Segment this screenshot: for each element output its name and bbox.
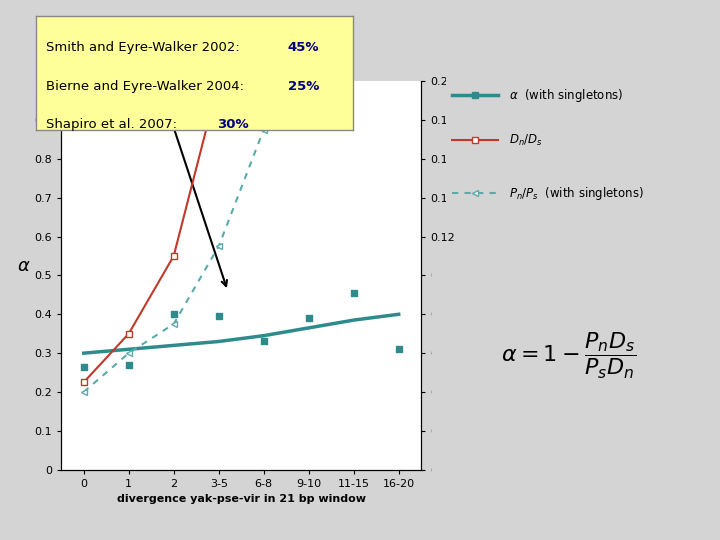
Text: Bierne and Eyre-Walker 2004:: Bierne and Eyre-Walker 2004: [45,80,248,93]
Point [303,314,315,322]
Text: Smith and Eyre-Walker 2002:: Smith and Eyre-Walker 2002: [45,41,243,54]
Point [123,361,135,369]
Point [78,362,89,371]
Text: 45%: 45% [288,41,320,54]
Point [348,288,359,297]
Point [213,312,225,321]
Point [168,310,179,319]
Point [393,345,405,354]
Text: $D_n/D_s$: $D_n/D_s$ [508,133,542,148]
Text: 30%: 30% [217,118,248,131]
X-axis label: divergence yak-pse-vir in 21 bp window: divergence yak-pse-vir in 21 bp window [117,495,366,504]
Text: $P_n/P_s$  (with singletons): $P_n/P_s$ (with singletons) [508,185,644,202]
Text: 25%: 25% [288,80,319,93]
Y-axis label: ratio: ratio [458,262,468,288]
Point [258,337,269,346]
Text: $\alpha = 1 - \dfrac{P_n D_s}{P_s D_n}$: $\alpha = 1 - \dfrac{P_n D_s}{P_s D_n}$ [501,332,636,381]
Text: Shapiro et al. 2007:: Shapiro et al. 2007: [45,118,181,131]
Text: $\alpha$  (with singletons): $\alpha$ (with singletons) [508,86,623,104]
Y-axis label: $\alpha$: $\alpha$ [17,258,30,275]
